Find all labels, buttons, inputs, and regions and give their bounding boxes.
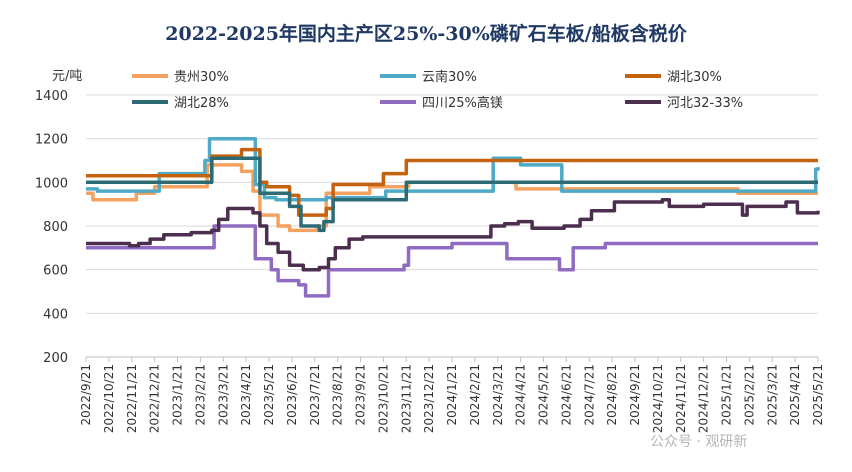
- y-tick-label: 200: [43, 351, 68, 366]
- x-tick-label: 2022/10/21: [102, 364, 116, 433]
- x-tick-label: 2023/7/21: [308, 364, 322, 426]
- y-axis-label: 元/吨: [52, 69, 82, 84]
- gridlines: [86, 94, 818, 358]
- x-axis-ticks: 2022/9/21 2022/10/21 2022/11/21 2022/12/21 2…: [79, 357, 825, 433]
- x-tick-label: 2023/10/21: [376, 364, 390, 433]
- x-tick-label: 2023/1/21: [171, 364, 185, 426]
- x-tick-label: 2022/12/21: [148, 364, 162, 433]
- y-tick-label: 1200: [35, 133, 68, 148]
- x-tick-label: 2025/1/21: [720, 364, 734, 426]
- x-tick-label: 2024/10/21: [651, 364, 665, 433]
- x-tick-label: 2023/12/21: [422, 364, 436, 433]
- x-tick-label: 2024/1/21: [445, 364, 459, 426]
- x-tick-label: 2023/8/21: [331, 364, 345, 426]
- chart-title: 2022-2025年国内主产区25%-30%磷矿石车板/船板含税价: [165, 22, 687, 45]
- x-tick-label: 2023/3/21: [216, 364, 230, 426]
- series-line-5: [86, 198, 820, 272]
- legend-label: 云南30%: [422, 69, 477, 85]
- x-tick-label: 2024/5/21: [537, 364, 551, 426]
- series-line-4: [86, 224, 818, 298]
- x-tick-label: 2025/5/21: [811, 364, 825, 426]
- legend-label: 贵州30%: [174, 70, 229, 85]
- y-tick-label: 1000: [35, 176, 68, 191]
- y-tick-label: 600: [43, 264, 68, 279]
- legend-label: 河北32-33%: [667, 96, 743, 111]
- y-tick-label: 400: [43, 307, 68, 322]
- x-tick-label: 2022/9/21: [79, 364, 93, 426]
- x-tick-label: 2025/3/21: [765, 364, 779, 426]
- x-tick-label: 2023/6/21: [285, 364, 299, 426]
- series-lines: [86, 136, 820, 298]
- x-tick-label: 2024/3/21: [491, 364, 505, 426]
- series-line-1: [86, 136, 820, 202]
- x-tick-label: 2023/2/21: [193, 364, 207, 426]
- legend-label: 四川25%高镁: [422, 95, 503, 111]
- x-tick-label: 2023/11/21: [399, 364, 413, 433]
- legend: 贵州30% 云南30% 湖北30% 湖北28% 四川25%高镁 河北32-33%: [132, 69, 743, 111]
- x-tick-label: 2023/9/21: [354, 364, 368, 426]
- x-tick-label: 2024/7/21: [582, 364, 596, 426]
- y-tick-label: 1400: [35, 89, 68, 104]
- y-tick-label: 800: [43, 220, 68, 235]
- legend-label: 湖北30%: [667, 70, 722, 85]
- x-tick-label: 2025/2/21: [742, 364, 756, 426]
- x-tick-label: 2024/6/21: [559, 364, 573, 426]
- x-tick-label: 2022/11/21: [125, 364, 139, 433]
- x-tick-label: 2024/9/21: [628, 364, 642, 426]
- watermark: 公众号 · 观研新: [650, 434, 747, 450]
- x-tick-label: 2024/2/21: [468, 364, 482, 426]
- legend-label: 湖北28%: [174, 96, 229, 111]
- x-tick-label: 2025/4/21: [788, 364, 802, 426]
- x-tick-label: 2024/11/21: [674, 364, 688, 433]
- x-tick-label: 2024/12/21: [697, 364, 711, 433]
- x-tick-label: 2024/4/21: [514, 364, 528, 426]
- x-tick-label: 2023/5/21: [262, 364, 276, 426]
- x-tick-label: 2024/8/21: [605, 364, 619, 426]
- y-axis-ticks: 200 400 600 800 1000 1200 1400: [35, 89, 68, 366]
- series-line-3: [86, 156, 818, 233]
- x-tick-label: 2023/4/21: [239, 364, 253, 426]
